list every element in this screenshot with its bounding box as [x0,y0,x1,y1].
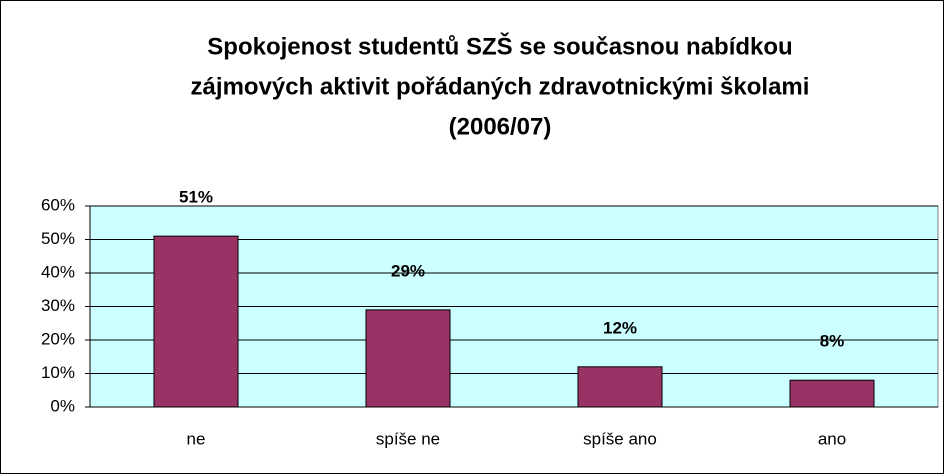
bar [577,366,663,408]
y-tick-label: 20% [41,329,75,348]
y-tick-label: 30% [41,296,75,315]
y-tick-label: 40% [41,262,75,281]
value-label: 8% [820,332,845,351]
value-label: 51% [179,188,213,207]
y-tick-label: 10% [41,363,75,382]
chart-title: Spokojenost studentů SZŠ se současnou na… [207,32,792,60]
bar [789,379,875,408]
bar [365,309,451,408]
value-label: 12% [603,318,637,337]
y-tick-label: 0% [50,396,75,415]
chart-title: zájmových aktivit pořádaných zdravotnick… [191,73,810,100]
value-label: 29% [391,261,425,280]
x-tick-label: spíše ne [376,429,440,448]
x-tick-label: spíše ano [583,429,657,448]
y-tick-label: 50% [41,229,75,248]
x-tick-label: ano [818,429,846,448]
x-tick-label: ne [187,429,206,448]
y-tick-label: 60% [41,195,75,214]
bar [153,235,239,408]
chart-title: (2006/07) [449,113,552,140]
